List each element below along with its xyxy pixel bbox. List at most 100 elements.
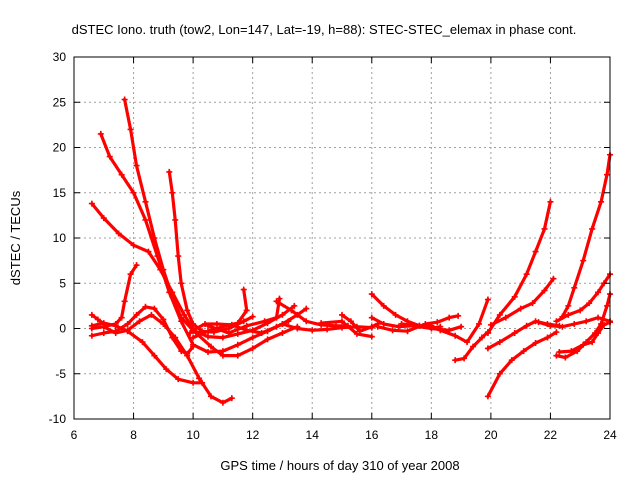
- series-arc1: [123, 97, 296, 340]
- data-point: [339, 311, 345, 318]
- data-point: [484, 330, 491, 337]
- x-tick-label: 24: [603, 428, 617, 442]
- data-point: [213, 320, 220, 327]
- data-point: [172, 216, 179, 223]
- y-tick-label: 25: [53, 95, 67, 109]
- data-point: [264, 336, 271, 343]
- y-tick-label: 30: [53, 50, 67, 64]
- data-point: [446, 314, 453, 321]
- x-tick-label: 8: [130, 428, 137, 442]
- series-arc22: [489, 277, 555, 327]
- data-point: [234, 320, 241, 327]
- data-point: [502, 314, 509, 321]
- data-point: [243, 307, 250, 314]
- data-point: [389, 327, 396, 334]
- y-tick-label: 0: [59, 322, 66, 336]
- data-point: [240, 318, 247, 325]
- y-tick-label: -10: [49, 412, 67, 426]
- data-point: [303, 318, 310, 325]
- data-point: [133, 311, 140, 318]
- data-point: [339, 324, 345, 331]
- data-point: [240, 286, 247, 293]
- data-point: [228, 395, 235, 402]
- data-point: [234, 341, 241, 348]
- data-point: [380, 302, 387, 309]
- data-point: [157, 266, 164, 273]
- data-point: [544, 334, 551, 341]
- series-arc27: [554, 292, 612, 360]
- data-point: [142, 303, 149, 310]
- data-point: [511, 330, 518, 337]
- data-point: [496, 370, 503, 377]
- data-point: [88, 200, 95, 207]
- data-point: [151, 352, 158, 359]
- data-point: [589, 339, 596, 346]
- y-tick-label: 10: [53, 231, 67, 245]
- data-point: [604, 302, 611, 309]
- data-point: [136, 318, 143, 325]
- series-arc4: [90, 202, 299, 358]
- data-point: [553, 352, 560, 359]
- data-point: [553, 329, 560, 336]
- data-point: [523, 322, 530, 329]
- data-point: [309, 327, 316, 334]
- data-point: [478, 334, 485, 341]
- data-point: [205, 333, 211, 340]
- data-point: [187, 330, 194, 337]
- series-arc5: [90, 263, 139, 328]
- axis-ticks: 6 8 10 12 14 16 18 20 22 24 -10 -5 0 5 10 15 20 25 30: [49, 50, 617, 442]
- data-point: [273, 298, 280, 305]
- data-point: [285, 318, 292, 325]
- data-point: [541, 225, 548, 232]
- data-point: [139, 339, 146, 346]
- data-point: [133, 262, 140, 269]
- data-point: [148, 311, 155, 318]
- data-point: [595, 314, 602, 321]
- data-point: [452, 332, 459, 339]
- data-point: [484, 345, 491, 352]
- data-point: [324, 326, 331, 333]
- data-point: [398, 320, 405, 327]
- data-point: [273, 323, 280, 330]
- data-point: [458, 323, 465, 330]
- data-point: [145, 248, 152, 255]
- data-point: [169, 189, 176, 196]
- data-point: [205, 349, 211, 356]
- data-point: [273, 314, 280, 321]
- x-tick-label: 6: [71, 428, 78, 442]
- data-point: [261, 318, 268, 325]
- data-point: [228, 321, 235, 328]
- data-point: [97, 130, 104, 137]
- data-point: [291, 302, 298, 309]
- x-tick-label: 12: [246, 428, 260, 442]
- data-point: [279, 330, 286, 337]
- data-point: [225, 330, 232, 337]
- data-point: [571, 284, 578, 291]
- data-point: [562, 354, 569, 361]
- data-point: [196, 375, 203, 382]
- data-point: [452, 357, 459, 364]
- data-point: [553, 318, 560, 325]
- data-point: [207, 393, 214, 400]
- data-point: [604, 171, 611, 178]
- data-point: [532, 339, 539, 346]
- data-point: [601, 321, 608, 328]
- series-arc25: [560, 153, 612, 319]
- data-point: [392, 311, 399, 318]
- data-point: [100, 215, 107, 222]
- data-point: [598, 198, 605, 205]
- data-point: [118, 171, 125, 178]
- data-point: [318, 320, 325, 327]
- y-axis-label: dSTEC / TECUs: [8, 190, 23, 285]
- data-point: [88, 332, 95, 339]
- data-point: [124, 327, 131, 334]
- data-point: [475, 320, 482, 327]
- data-point: [535, 319, 542, 326]
- data-point: [484, 393, 491, 400]
- data-point: [234, 330, 241, 337]
- data-point: [461, 355, 468, 362]
- data-point: [205, 328, 211, 335]
- data-point: [556, 349, 563, 356]
- data-point: [511, 293, 518, 300]
